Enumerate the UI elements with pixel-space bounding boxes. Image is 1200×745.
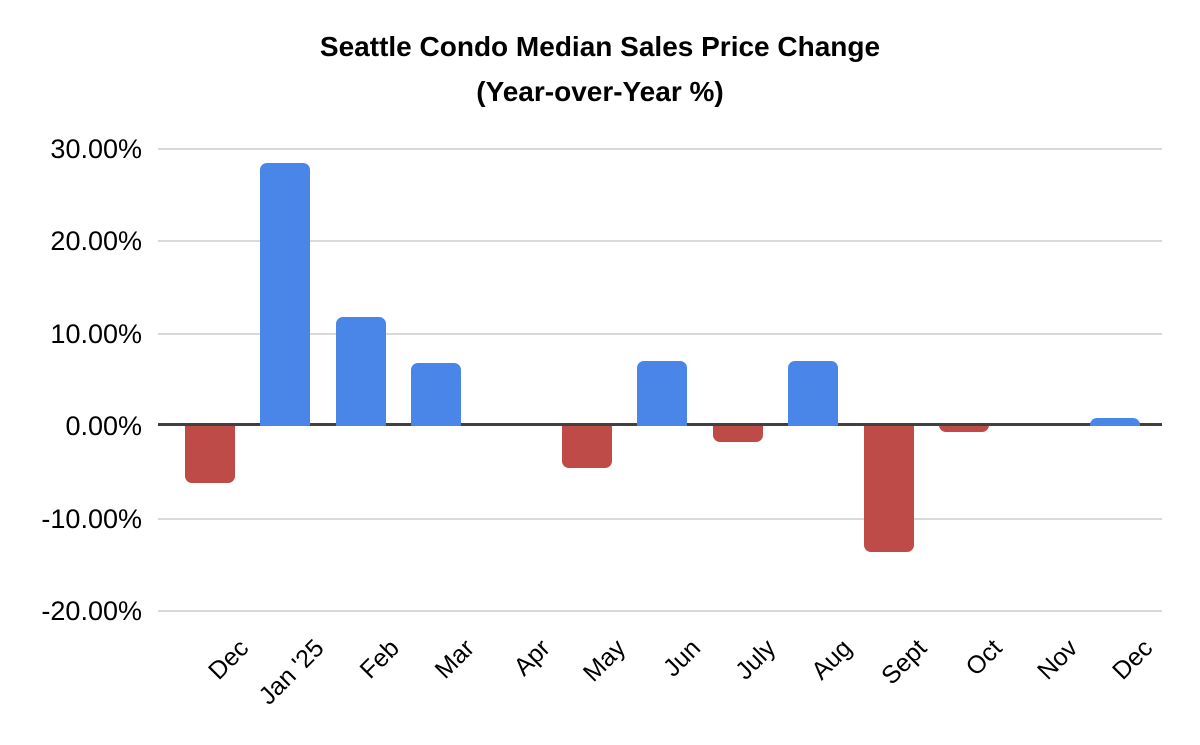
- bar-oct-10: [939, 423, 989, 432]
- bar-aug-8: [788, 361, 839, 426]
- zero-axis-line: [158, 423, 1162, 426]
- x-tick-label: Apr: [508, 634, 556, 682]
- gridline: [158, 517, 1162, 520]
- y-tick-label: -10.00%: [41, 503, 142, 534]
- x-tick-label: July: [730, 634, 782, 686]
- gridline: [158, 332, 1162, 335]
- chart-subtitle: (Year-over-Year %): [476, 76, 724, 107]
- bar-sept-9: [863, 423, 914, 552]
- bar-dec-12: [1089, 417, 1140, 426]
- gridline: [158, 147, 1162, 150]
- x-tick-label: Mar: [429, 634, 481, 685]
- y-tick-label: 0.00%: [65, 411, 142, 441]
- x-tick-label: Jan '25: [252, 634, 330, 711]
- bar-feb-2: [335, 316, 386, 426]
- x-tick-label: Oct: [960, 634, 1008, 682]
- bar-july-7: [712, 423, 763, 442]
- chart-title: Seattle Condo Median Sales Price Change: [319, 31, 881, 62]
- x-tick-label: May: [577, 634, 631, 688]
- x-tick-label: Nov: [1031, 634, 1084, 686]
- x-tick-label: Dec: [1107, 634, 1159, 686]
- y-tick-label: 30.00%: [50, 133, 142, 164]
- x-tick-label: Aug: [805, 634, 858, 686]
- y-tick-label: 10.00%: [50, 318, 142, 349]
- chart-title-block: Seattle Condo Median Sales Price Change …: [0, 24, 1200, 114]
- bar-jun-6: [637, 361, 688, 426]
- bar-mar-3: [411, 363, 462, 426]
- y-tick-label: -20.00%: [41, 596, 142, 626]
- y-tick-label: 20.00%: [50, 226, 142, 256]
- x-tick-label: Sept: [876, 634, 933, 691]
- bar-dec-0: [185, 423, 235, 484]
- x-tick-label: Dec: [202, 634, 254, 686]
- gridline: [158, 240, 1162, 242]
- bar-jan-25-1: [260, 163, 311, 426]
- gridline: [158, 610, 1162, 612]
- x-tick-label: Feb: [354, 634, 405, 685]
- bar-may-5: [562, 423, 612, 468]
- x-tick-label: Jun: [657, 634, 707, 683]
